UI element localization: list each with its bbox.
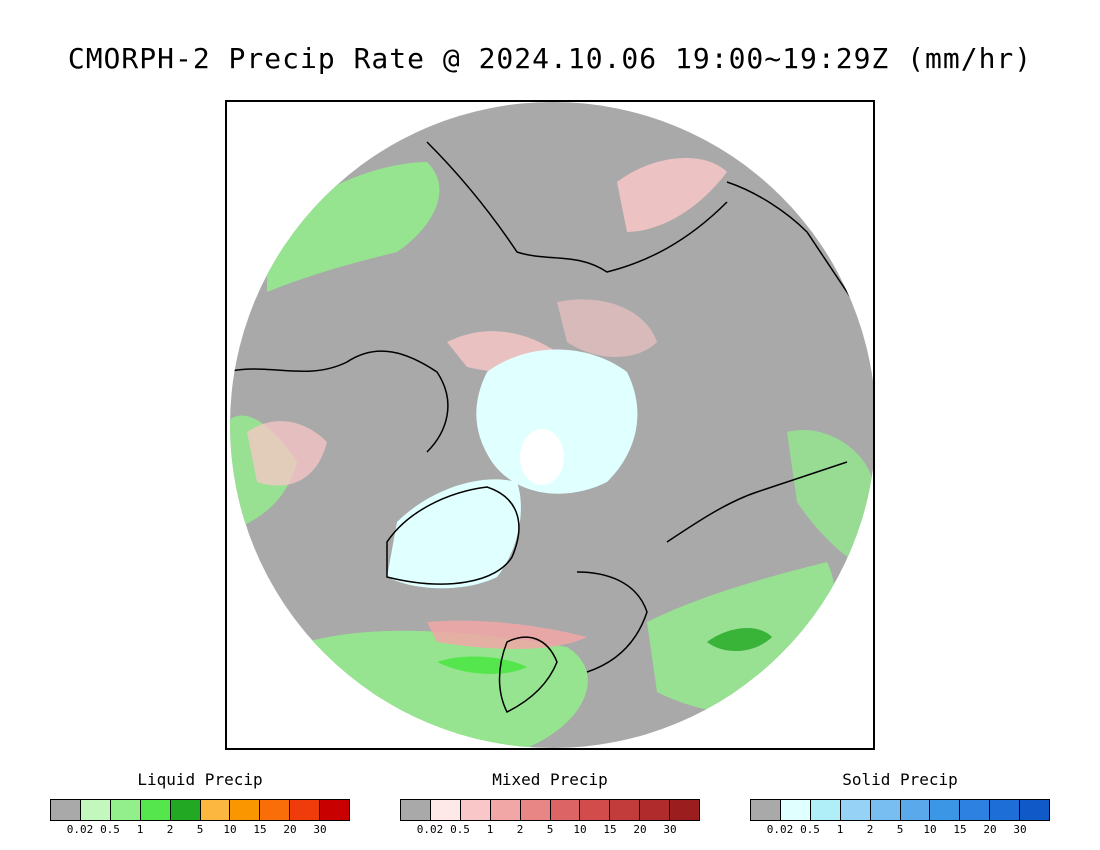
- liquid-swatch-9: [320, 800, 350, 820]
- mixed-swatch-5: [550, 800, 581, 820]
- mixed-tick-label: 1: [486, 823, 494, 836]
- mixed-swatch-0: [401, 800, 431, 820]
- solid-swatch-9: [1020, 800, 1050, 820]
- liquid-swatch-1: [80, 800, 111, 820]
- solid-tick-label: 5: [896, 823, 904, 836]
- legend-solid-ticks: 0.02 0.5 1 2 5 10 15 20 30: [750, 821, 1050, 836]
- liquid-area-alaska: [267, 162, 440, 292]
- liquid-swatch-8: [290, 800, 321, 820]
- solid-area-arctic: [476, 349, 638, 494]
- mixed-swatch-1: [430, 800, 461, 820]
- mixed-tick-label: 10: [573, 823, 587, 836]
- liquid-swatch-4: [170, 800, 201, 820]
- legend-mixed: Mixed Precip 0.02 0.5 1 2 5 10 15 20 30: [400, 770, 700, 836]
- liquid-area-atlantic: [287, 630, 588, 748]
- solid-tick-label: 1: [836, 823, 844, 836]
- legend-solid-title: Solid Precip: [842, 770, 958, 789]
- solid-swatch-0: [751, 800, 781, 820]
- solid-swatch-6: [930, 800, 961, 820]
- mixed-tick-label: 2: [516, 823, 524, 836]
- liquid-swatch-2: [110, 800, 141, 820]
- mixed-swatch-6: [580, 800, 611, 820]
- mixed-tick-label: 0.02: [416, 823, 444, 836]
- solid-tick-label: 10: [923, 823, 937, 836]
- liquid-tick-label: 30: [313, 823, 327, 836]
- mixed-area-bering: [617, 158, 727, 232]
- liquid-heavy-atlantic: [437, 656, 527, 674]
- liquid-area-east: [787, 430, 873, 572]
- solid-swatch-7: [960, 800, 991, 820]
- liquid-tick-label: 10: [223, 823, 237, 836]
- coastlines: [230, 141, 868, 714]
- liquid-tick-label: 2: [166, 823, 174, 836]
- polar-map: [230, 102, 873, 748]
- mixed-swatch-3: [490, 800, 521, 820]
- map-frame: [225, 100, 875, 750]
- mixed-swatch-7: [610, 800, 641, 820]
- liquid-swatch-3: [140, 800, 171, 820]
- liquid-heavy-europe: [707, 627, 772, 652]
- legend-liquid-title: Liquid Precip: [137, 770, 263, 789]
- legend-solid: Solid Precip 0.02 0.5 1 2 5 10 15 20 30: [750, 770, 1050, 836]
- mixed-tick-label: 0.5: [450, 823, 470, 836]
- liquid-swatch-5: [200, 800, 231, 820]
- solid-tick-label: 15: [953, 823, 967, 836]
- mixed-swatch-4: [520, 800, 551, 820]
- mixed-swatch-9: [670, 800, 700, 820]
- solid-tick-label: 30: [1013, 823, 1027, 836]
- legend-mixed-title: Mixed Precip: [492, 770, 608, 789]
- liquid-tick-label: 1: [136, 823, 144, 836]
- map-title: CMORPH-2 Precip Rate @ 2024.10.06 19:00~…: [67, 42, 1033, 75]
- legend-liquid-colorbar: [50, 799, 350, 821]
- liquid-tick-label: 20: [283, 823, 297, 836]
- solid-swatch-8: [990, 800, 1021, 820]
- legend-liquid-ticks: 0.02 0.5 1 2 5 10 15 20 30: [50, 821, 350, 836]
- mixed-tick-label: 5: [546, 823, 554, 836]
- legend-solid-colorbar: [750, 799, 1050, 821]
- solid-tick-label: 0.5: [800, 823, 820, 836]
- solid-swatch-2: [810, 800, 841, 820]
- solid-swatch-3: [840, 800, 871, 820]
- liquid-tick-label: 15: [253, 823, 267, 836]
- liquid-tick-label: 5: [196, 823, 204, 836]
- mixed-tick-label: 15: [603, 823, 617, 836]
- solid-swatch-5: [900, 800, 931, 820]
- liquid-tick-label: 0.5: [100, 823, 120, 836]
- solid-area-greenland: [387, 479, 521, 589]
- solid-tick-label: 0.02: [766, 823, 794, 836]
- no-data-pole: [520, 429, 564, 485]
- solid-swatch-4: [870, 800, 901, 820]
- legend-mixed-colorbar: [400, 799, 700, 821]
- legend-liquid: Liquid Precip 0.02 0.5 1 2 5 10 15 20 30: [50, 770, 350, 836]
- mixed-swatch-8: [640, 800, 671, 820]
- liquid-tick-label: 0.02: [66, 823, 94, 836]
- mixed-area-norwegian-sea: [427, 620, 587, 649]
- mixed-area-siberia: [557, 299, 657, 357]
- solid-swatch-1: [780, 800, 811, 820]
- solid-tick-label: 2: [866, 823, 874, 836]
- liquid-swatch-0: [51, 800, 81, 820]
- solid-tick-label: 20: [983, 823, 997, 836]
- legend-mixed-ticks: 0.02 0.5 1 2 5 10 15 20 30: [400, 821, 700, 836]
- liquid-swatch-6: [230, 800, 261, 820]
- mixed-swatch-2: [460, 800, 491, 820]
- mixed-area-north-america: [247, 421, 327, 486]
- liquid-swatch-7: [260, 800, 291, 820]
- mixed-tick-label: 20: [633, 823, 647, 836]
- mixed-tick-label: 30: [663, 823, 677, 836]
